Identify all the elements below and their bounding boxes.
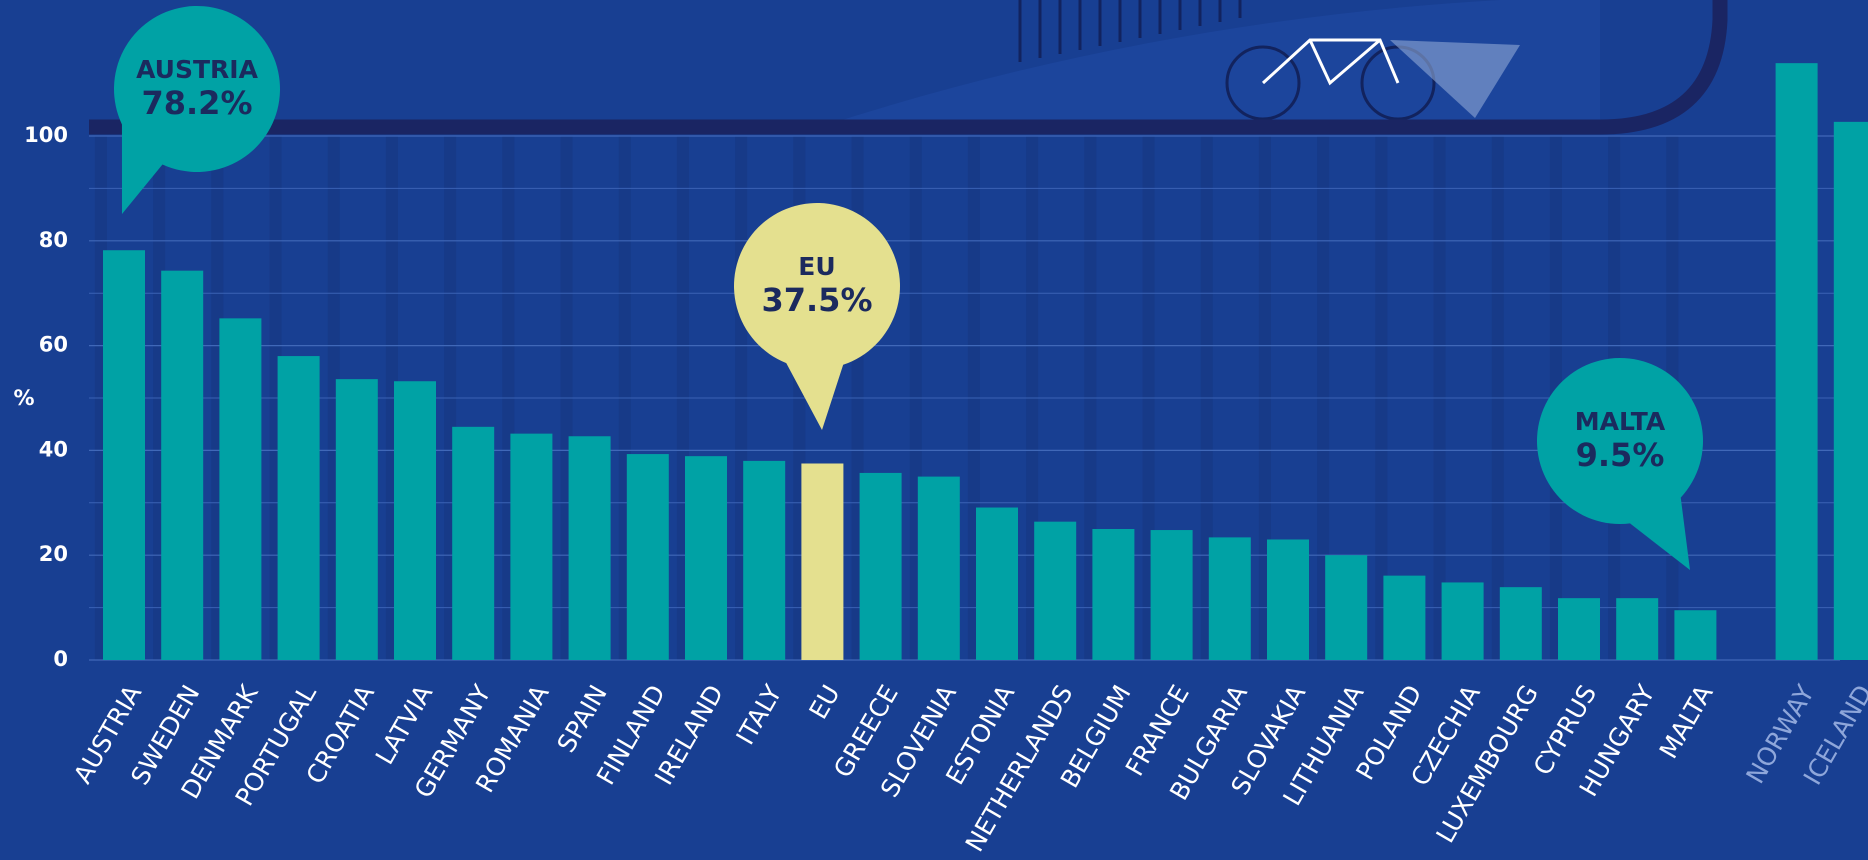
bar xyxy=(1616,598,1658,660)
bar xyxy=(219,318,261,660)
bar xyxy=(1092,529,1134,660)
callout-title: AUSTRIA xyxy=(136,55,258,84)
bar xyxy=(510,434,552,660)
bar xyxy=(1209,537,1251,660)
bar xyxy=(743,461,785,660)
bar xyxy=(1776,63,1818,660)
bar xyxy=(1674,610,1716,660)
bar xyxy=(627,454,669,660)
bar xyxy=(1034,522,1076,660)
bar xyxy=(278,356,320,660)
bar xyxy=(1834,122,1868,660)
bar xyxy=(1325,555,1367,660)
bar xyxy=(976,508,1018,660)
bar xyxy=(394,381,436,660)
y-axis-label: % xyxy=(13,386,34,410)
callout-value: 37.5% xyxy=(761,281,872,319)
callout-title: MALTA xyxy=(1575,407,1666,436)
bar xyxy=(452,427,494,660)
y-tick-label: 0 xyxy=(53,647,68,671)
y-tick-label: 100 xyxy=(24,123,68,147)
bar xyxy=(1442,582,1484,660)
bar xyxy=(336,379,378,660)
bar xyxy=(918,477,960,660)
bar xyxy=(103,250,145,660)
bar xyxy=(569,436,611,660)
bar xyxy=(1267,539,1309,660)
bar xyxy=(801,464,843,661)
bar xyxy=(1383,576,1425,660)
bar xyxy=(1558,598,1600,660)
bar xyxy=(860,473,902,660)
y-tick-label: 40 xyxy=(39,437,68,461)
page: {"chart_data": { "type": "bar", "y_label… xyxy=(0,0,1868,860)
chart: 020406080100 AUSTRIASWEDENDENMARKPORTUGA… xyxy=(0,0,1868,860)
bar xyxy=(685,456,727,660)
y-tick-label: 60 xyxy=(39,333,68,357)
bar xyxy=(1500,587,1542,660)
bar xyxy=(1151,530,1193,660)
callout-title: EU xyxy=(798,252,835,281)
y-tick-label: 80 xyxy=(39,228,68,252)
y-tick-label: 20 xyxy=(39,542,68,566)
callout-value: 78.2% xyxy=(141,84,252,122)
bar xyxy=(161,271,203,660)
callout-value: 9.5% xyxy=(1576,436,1665,474)
